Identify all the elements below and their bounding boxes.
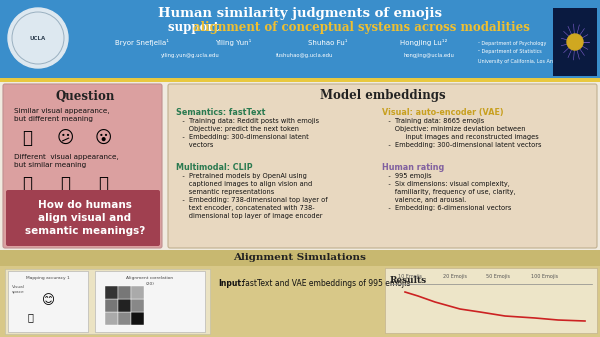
FancyBboxPatch shape — [168, 84, 597, 248]
Text: -  Pretrained models by OpenAI using
      captioned images to align vision and
: - Pretrained models by OpenAI using capt… — [176, 173, 328, 219]
Bar — [0, 78, 600, 82]
Text: alignment of conceptual systems across modalities: alignment of conceptual systems across m… — [193, 21, 530, 33]
Text: -  995 emojis
   -  Six dimensions: visual complexity,
      familiarity, freque: - 995 emojis - Six dimensions: visual co… — [382, 173, 516, 211]
Text: 100 Emojis: 100 Emojis — [532, 274, 559, 279]
Text: Human rating: Human rating — [382, 163, 445, 172]
Text: Yiling Yun¹: Yiling Yun¹ — [215, 39, 251, 47]
Text: Alignment correlation: Alignment correlation — [127, 276, 173, 280]
Text: 😊: 😊 — [41, 295, 55, 307]
Bar — [105, 312, 118, 325]
Text: Input:: Input: — [218, 279, 244, 288]
Bar — [95, 271, 205, 332]
Bar — [105, 299, 118, 312]
Text: 50 Emojis: 50 Emojis — [486, 274, 510, 279]
Text: yiling.yun@g.ucla.edu: yiling.yun@g.ucla.edu — [161, 53, 220, 58]
Text: ² Department of Statistics: ² Department of Statistics — [478, 50, 542, 55]
Text: 🤔: 🤔 — [22, 175, 32, 193]
Bar — [131, 312, 144, 325]
Bar — [385, 268, 597, 333]
Text: Human similarity judgments of emojis: Human similarity judgments of emojis — [158, 6, 442, 20]
Bar — [118, 312, 131, 325]
Text: support: support — [168, 21, 223, 33]
Text: 🤨: 🤨 — [98, 175, 108, 193]
Text: -  Training data: 8665 emojis
      Objective: minimize deviation between
      : - Training data: 8665 emojis Objective: … — [382, 118, 542, 148]
Text: Bryor Snefjella¹: Bryor Snefjella¹ — [115, 39, 169, 47]
Text: Results: Results — [390, 276, 427, 285]
Text: Model embeddings: Model embeddings — [320, 89, 445, 101]
Text: Similar visual appearance,
but different meaning: Similar visual appearance, but different… — [14, 108, 110, 122]
Bar — [0, 250, 600, 266]
Text: 😕: 😕 — [56, 129, 74, 147]
Text: University of California, Los Angeles: University of California, Los Angeles — [478, 59, 566, 63]
Text: (20): (20) — [146, 282, 154, 286]
Bar — [105, 286, 118, 299]
Text: -  Training data: Reddit posts with emojis
      Objective: predict the next tok: - Training data: Reddit posts with emoji… — [176, 118, 319, 148]
Text: Mapping accuracy 1: Mapping accuracy 1 — [26, 276, 70, 280]
Bar — [0, 0, 600, 78]
Text: UCLA: UCLA — [30, 35, 46, 40]
Text: Hongjing Lu¹²: Hongjing Lu¹² — [400, 39, 448, 47]
Bar — [0, 250, 600, 337]
Bar — [553, 8, 597, 76]
Text: Visual
space: Visual space — [12, 285, 25, 294]
Text: Shuhao Fu¹: Shuhao Fu¹ — [308, 40, 347, 46]
Bar — [118, 286, 131, 299]
Text: Different  visual appearance,
but similar meaning: Different visual appearance, but similar… — [14, 154, 119, 168]
Text: 10 Emojis: 10 Emojis — [398, 274, 422, 279]
FancyBboxPatch shape — [3, 84, 162, 248]
Text: Visual: auto-encoder (VAE): Visual: auto-encoder (VAE) — [382, 108, 504, 117]
Bar — [0, 82, 600, 250]
FancyBboxPatch shape — [6, 190, 160, 246]
Circle shape — [8, 8, 68, 68]
Text: 😮: 😮 — [94, 129, 112, 147]
Bar — [5, 269, 210, 334]
Bar — [118, 299, 131, 312]
Text: 🙂: 🙂 — [22, 129, 32, 147]
Bar — [8, 271, 88, 332]
Text: 20 Emojis: 20 Emojis — [443, 274, 467, 279]
Bar — [131, 299, 144, 312]
Text: Question: Question — [55, 90, 115, 102]
Text: ¹ Department of Psychology: ¹ Department of Psychology — [478, 40, 547, 45]
Text: 🧍: 🧍 — [60, 175, 70, 193]
Text: Semantics: fastText: Semantics: fastText — [176, 108, 265, 117]
Text: Multimodal: CLIP: Multimodal: CLIP — [176, 163, 253, 172]
Circle shape — [567, 34, 583, 50]
Text: fushuhao@g.ucla.edu: fushuhao@g.ucla.edu — [277, 53, 334, 58]
Text: Alignment Simulations: Alignment Simulations — [233, 253, 367, 263]
Text: 👤: 👤 — [27, 312, 33, 322]
Text: fastText and VAE embeddings of 995 emojis: fastText and VAE embeddings of 995 emoji… — [240, 279, 410, 288]
Bar — [131, 286, 144, 299]
Text: hongjing@ucla.edu: hongjing@ucla.edu — [403, 53, 454, 58]
Text: How do humans
align visual and
semantic meanings?: How do humans align visual and semantic … — [25, 200, 145, 236]
